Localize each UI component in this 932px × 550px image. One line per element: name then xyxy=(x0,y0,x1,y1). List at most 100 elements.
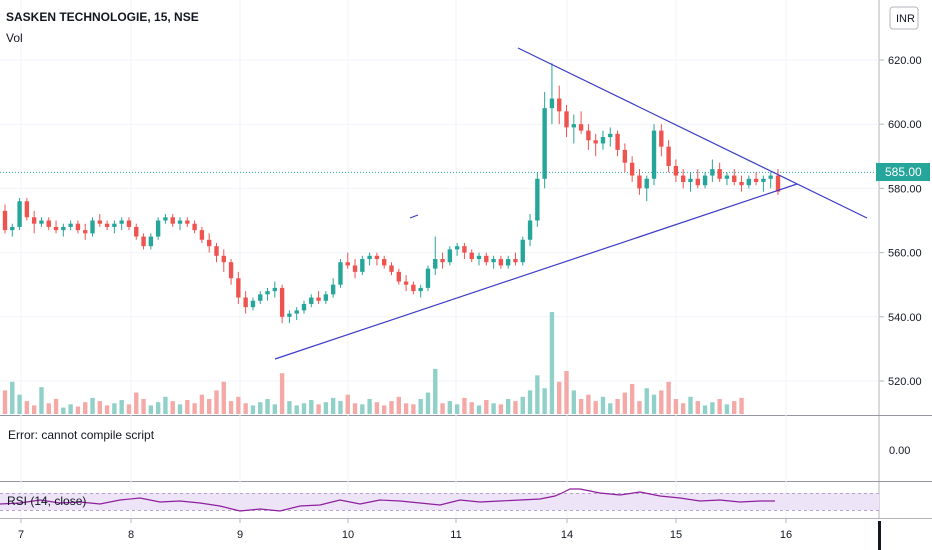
volume-bar xyxy=(717,398,722,414)
candle-body xyxy=(316,297,321,301)
volume-bar xyxy=(272,404,278,414)
volume-bar xyxy=(440,403,445,414)
small-segment[interactable] xyxy=(409,214,419,219)
volume-bar xyxy=(629,383,635,414)
candle-body xyxy=(279,287,285,317)
candle-body xyxy=(192,223,197,231)
candle-body xyxy=(24,201,30,218)
volume-bar xyxy=(542,388,547,414)
candle-body xyxy=(374,255,380,260)
candle-body xyxy=(403,281,409,285)
volume-bar xyxy=(279,373,285,414)
candle-body xyxy=(126,220,132,227)
volume-bar xyxy=(651,394,657,414)
last-price-label: 585.00 xyxy=(885,165,922,179)
candle-body xyxy=(615,133,620,150)
volume-bar xyxy=(265,398,270,414)
candle-body xyxy=(338,262,343,285)
volume-bar xyxy=(389,401,394,414)
candle-body xyxy=(418,287,423,292)
candle-body xyxy=(629,162,635,176)
volume-bar xyxy=(644,388,649,414)
volume-bar xyxy=(433,368,438,414)
candle-body xyxy=(557,98,562,112)
candle-body xyxy=(600,137,606,144)
candle-body xyxy=(155,220,161,237)
time-axis-end-marker xyxy=(878,521,881,550)
volume-bars xyxy=(2,312,744,414)
candle-body xyxy=(673,165,679,176)
upper-trendline[interactable] xyxy=(517,47,868,219)
volume-bar xyxy=(593,401,598,414)
volume-bar xyxy=(447,401,453,414)
candle-body xyxy=(134,226,139,237)
lower-trendline[interactable] xyxy=(274,183,798,360)
volume-label[interactable]: Vol xyxy=(6,31,23,45)
candle-body xyxy=(17,201,22,227)
volume-bar xyxy=(418,398,423,414)
volume-bar xyxy=(360,404,365,414)
candle-body xyxy=(170,217,175,224)
candle-body xyxy=(513,259,518,263)
volume-bar xyxy=(330,397,336,414)
candle-body xyxy=(433,259,438,269)
volume-bar xyxy=(564,371,569,414)
candle-body xyxy=(775,175,781,192)
volume-bar xyxy=(498,404,504,414)
volume-bar xyxy=(702,405,708,414)
volume-bar xyxy=(673,398,679,414)
volume-bar xyxy=(90,397,95,414)
candle-body xyxy=(10,226,15,231)
candle-body xyxy=(717,169,722,179)
symbol-title[interactable]: SASKEN TECHNOLOGIE, 15, NSE xyxy=(6,10,199,24)
candle-body xyxy=(710,169,715,176)
volume-bar xyxy=(119,400,124,414)
price-tick-label: 580.00 xyxy=(888,183,922,195)
candle-body xyxy=(68,223,73,227)
candle-body xyxy=(294,310,299,314)
volume-bar xyxy=(608,403,613,414)
horizontal-grid xyxy=(0,59,879,382)
volume-bar xyxy=(469,402,474,414)
volume-bar xyxy=(31,405,37,414)
volume-bar xyxy=(301,403,307,414)
volume-bar xyxy=(163,396,168,414)
currency-badge[interactable] xyxy=(889,6,919,30)
volume-bar xyxy=(367,398,372,414)
volume-bar xyxy=(17,394,22,414)
candle-body xyxy=(83,230,88,234)
candle-body xyxy=(75,223,81,231)
price-tick-label: 600.00 xyxy=(888,119,922,131)
candle-body xyxy=(61,226,66,231)
rsi-label[interactable]: RSI (14, close) xyxy=(7,494,86,508)
candle-body xyxy=(505,259,511,266)
candle-body xyxy=(185,220,190,224)
volume-bar xyxy=(557,381,562,414)
volume-bar xyxy=(316,404,321,414)
candle-body xyxy=(659,130,664,147)
candle-body xyxy=(199,230,205,240)
candle-body xyxy=(352,265,358,272)
volume-bar xyxy=(527,390,533,414)
candle-body xyxy=(46,220,51,227)
volume-bar xyxy=(586,394,591,414)
volume-bar xyxy=(192,403,197,414)
candle-body xyxy=(243,297,248,308)
time-tick-label: 8 xyxy=(128,529,134,541)
volume-bar xyxy=(462,397,467,414)
volume-bar xyxy=(403,403,409,414)
candle-body xyxy=(177,220,183,224)
candle-body xyxy=(476,255,482,260)
volume-bar xyxy=(39,387,44,414)
candle-body xyxy=(214,246,219,256)
volume-bar xyxy=(724,404,730,414)
price-axis-ticks: 620.00 600.00 580.00 560.00 540.00 520.00 xyxy=(879,55,922,388)
currency-label: INR xyxy=(896,13,915,25)
volume-bar xyxy=(710,402,715,414)
candle-body xyxy=(141,236,146,247)
volume-bar xyxy=(287,401,292,414)
candle-body xyxy=(221,255,226,263)
candle-body xyxy=(309,297,314,304)
time-axis-ticks: 7 8 9 10 11 14 15 16 xyxy=(18,518,792,541)
candle-body xyxy=(688,178,693,182)
